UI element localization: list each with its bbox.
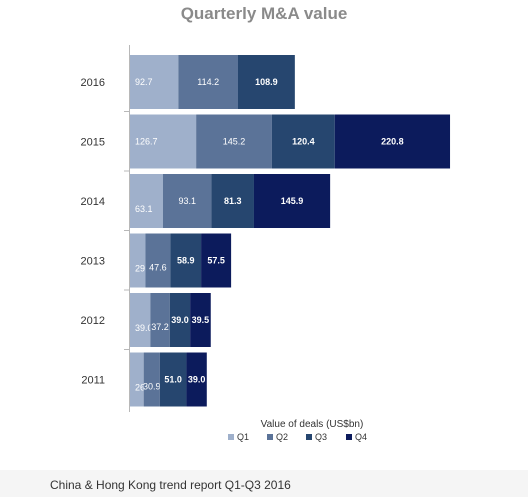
data-label-2012-q1: 39.0 — [135, 323, 153, 333]
bar-2015-q2 — [196, 114, 272, 169]
bar-2014-q4 — [253, 174, 331, 228]
data-label-2014-q4: 145.9 — [281, 196, 304, 206]
data-label-2014-q1: 63.1 — [135, 204, 153, 214]
bar-2014-q3 — [211, 174, 254, 228]
legend-label-q2: Q2 — [276, 432, 288, 442]
footer-text: China & Hong Kong trend report Q1-Q3 201… — [50, 478, 291, 492]
data-label-2015-q4: 220.8 — [381, 137, 404, 147]
x-axis-label: Value of deals (US$bn) — [261, 419, 364, 430]
data-label-2013-q4: 57.5 — [207, 256, 225, 266]
legend-label-q3: Q3 — [315, 432, 327, 442]
chart-panel: Quarterly M&A value 2016 92.7 114.2 108.9 20… — [80, 4, 451, 442]
data-label-2013-q2: 47.6 — [149, 263, 167, 273]
data-label-2013-q1: 29.7 — [135, 264, 153, 274]
chart-title: Quarterly M&A value — [180, 4, 348, 23]
bar-2012-q4 — [190, 293, 211, 347]
bar-2016-q2 — [178, 55, 239, 109]
legend-label-q1: Q1 — [237, 432, 249, 442]
data-label-2011-q2: 30.9 — [143, 382, 161, 392]
category-label-2011: 2011 — [81, 375, 105, 387]
bar-2011-q3 — [159, 352, 187, 407]
category-label-2013: 2013 — [81, 256, 105, 268]
bar-2015-q3 — [271, 114, 335, 169]
category-label-2012: 2012 — [81, 315, 105, 327]
data-label-2011-q4: 39.0 — [188, 375, 206, 385]
legend-swatch-q2 — [267, 434, 273, 440]
data-label-2015-q2: 145.2 — [223, 137, 246, 147]
bar-2016-q1 — [130, 55, 179, 109]
bar-2012-q3 — [169, 293, 191, 347]
bar-2013-q2 — [145, 233, 171, 288]
bar-2011-q1 — [130, 352, 144, 407]
legend-swatch-q4 — [346, 434, 352, 440]
data-label-2016-q1: 92.7 — [135, 77, 153, 87]
bar-2012-q1 — [130, 293, 151, 347]
bar-2013-q3 — [170, 233, 202, 288]
bar-2015-q4 — [334, 114, 451, 169]
data-label-2012-q2: 37.2 — [151, 322, 169, 332]
bar-2016-q3 — [238, 55, 295, 109]
data-label-2015-q3: 120.4 — [292, 137, 315, 147]
footer: China & Hong Kong trend report Q1-Q3 201… — [0, 470, 528, 497]
bar-2012-q2 — [150, 293, 170, 347]
bar-2014-q1 — [130, 174, 163, 228]
legend-label-q4: Q4 — [355, 432, 367, 442]
data-label-2013-q3: 58.9 — [177, 256, 195, 266]
data-label-2011-q3: 51.0 — [164, 375, 182, 385]
stacked-bar-chart: 2016 92.7 114.2 108.9 2015 126.7 145.2 120.4 220… — [81, 45, 451, 442]
category-label-2015: 2015 — [81, 137, 105, 149]
data-label-2014-q3: 81.3 — [224, 196, 242, 206]
bar-2015-q1 — [130, 114, 197, 169]
data-label-2016-q2: 114.2 — [197, 77, 219, 87]
data-label-2012-q4: 39.5 — [192, 315, 210, 325]
category-label-2014: 2014 — [81, 196, 105, 208]
bar-2013-q1 — [130, 233, 146, 288]
bar-2011-q4 — [186, 352, 207, 407]
data-label-2016-q3: 108.9 — [255, 77, 278, 87]
data-label-2012-q3: 39.0 — [171, 315, 189, 325]
category-label-2016: 2016 — [81, 77, 105, 89]
bar-2013-q4 — [201, 233, 232, 288]
data-label-2014-q2: 93.1 — [178, 196, 196, 206]
data-label-2015-q1: 126.7 — [135, 137, 158, 147]
bar-2011-q2 — [143, 352, 160, 407]
legend-swatch-q3 — [306, 434, 312, 440]
legend-swatch-q1 — [228, 434, 234, 440]
bar-2014-q2 — [162, 174, 212, 228]
